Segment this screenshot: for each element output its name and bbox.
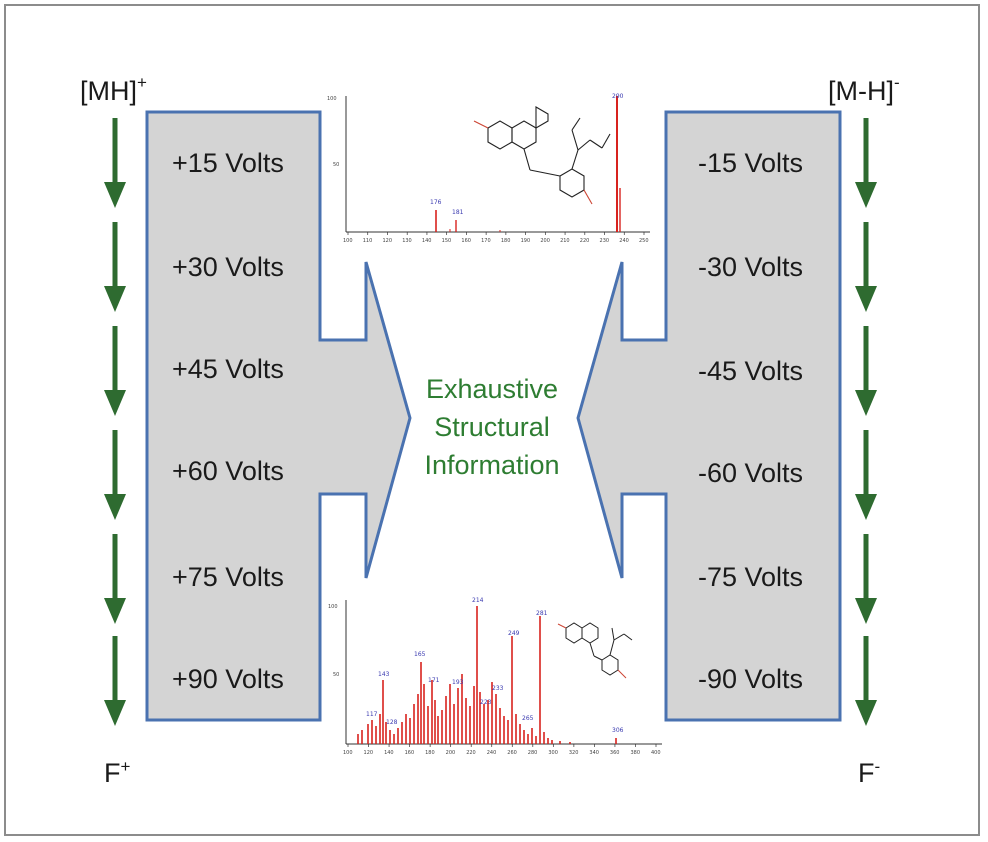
left-voltage-4: +60 Volts [172,456,284,486]
top-spectrum-peaks [435,96,621,232]
bottom-peak-label-128: 128 [386,719,398,726]
bottom-x-tick-label: 380 [630,750,640,756]
right-header: [M-H]- [828,73,900,106]
bottom-x-tick-label: 140 [384,750,394,756]
left-arrow-down-icon [104,118,126,208]
bottom-x-tick-label: 300 [548,750,558,756]
left-header: [MH]+ [80,73,147,106]
right-arrow-down-icon [855,326,877,416]
bottom-peak-label-306: 306 [612,727,624,734]
left-voltage-1: +15 Volts [172,148,284,178]
top-x-tick-label: 230 [600,238,610,244]
right-voltage-1: -15 Volts [698,148,803,178]
left-arrow-down-icon [104,430,126,520]
bottom-peak-label-223: 223 [480,699,492,706]
bottom-x-tick-label: 280 [528,750,538,756]
bottom-x-tick-label: 360 [610,750,620,756]
left-voltage-3: +45 Volts [172,354,284,384]
left-voltage-2: +30 Volts [172,252,284,282]
right-voltage-panel [576,110,842,722]
bottom-x-tick-label: 400 [651,750,661,756]
right-arrow-down-icon [855,430,877,520]
right-voltage-3: -45 Volts [698,356,803,386]
bottom-peak-label-143: 143 [378,671,390,678]
top-peak-label-176: 176 [430,199,442,206]
top-x-tick-label: 250 [639,238,649,244]
left-voltage-6: +90 Volts [172,664,284,694]
bottom-mass-spectrum: 100 50 100 120 140 160 180 200 220 240 260 280 300… [328,597,662,756]
bottom-x-tick-label: 200 [446,750,456,756]
bottom-peak-label-165: 165 [414,651,426,658]
left-arrow-down-icon [104,534,126,624]
bottom-peak-label-193: 193 [452,679,464,686]
top-x-tick-label: 200 [540,238,550,244]
top-x-tick-label: 170 [481,238,491,244]
top-molecule-structure [473,106,611,205]
center-text-line-1: Exhaustive [426,374,558,404]
center-text-line-3: Information [424,450,559,480]
right-voltage-2: -30 Volts [698,252,803,282]
top-x-tick-label: 240 [619,238,629,244]
right-footer: F- [858,757,880,788]
right-arrow-down-icon [855,118,877,208]
bottom-x-tick-label: 320 [569,750,579,756]
top-x-tick-label: 180 [501,238,511,244]
bottom-x-tick-label: 260 [507,750,517,756]
top-spectrum-x-ticks: 100 110 120 130 140 150 160 170 180 190 200 210 220 2… [343,232,649,244]
top-x-tick-label: 190 [521,238,531,244]
left-voltage-panel [145,110,412,722]
bottom-x-tick-label: 220 [466,750,476,756]
top-peak-label-181: 181 [452,209,464,216]
top-x-tick-label: 140 [422,238,432,244]
right-voltage-4: -60 Volts [698,458,803,488]
top-y-tick-50: 50 [333,162,339,168]
top-x-tick-label: 210 [560,238,570,244]
bottom-x-tick-label: 160 [405,750,415,756]
top-x-tick-label: 100 [343,238,353,244]
top-peak-label-290: 290 [612,93,624,100]
bottom-x-tick-label: 340 [589,750,599,756]
right-arrow-down-icon [855,534,877,624]
left-arrow-down-icon [104,222,126,312]
left-footer: F+ [104,757,131,788]
top-y-tick-100: 100 [327,96,337,102]
bottom-peak-label-171: 171 [428,677,440,684]
bottom-y-tick-50: 50 [333,672,339,678]
bottom-molecule-structure [557,622,633,679]
right-arrow-down-icon [855,636,877,726]
right-arrow-column [855,118,877,726]
left-arrow-column [104,118,126,726]
bottom-x-tick-label: 120 [364,750,374,756]
bottom-x-tick-label: 180 [425,750,435,756]
top-x-tick-label: 150 [442,238,452,244]
bottom-peak-label-265: 265 [522,715,534,722]
figure-frame [4,4,980,836]
top-x-tick-label: 120 [382,238,392,244]
bottom-peak-label-249: 249 [508,630,520,637]
left-arrow-down-icon [104,636,126,726]
right-voltage-6: -90 Volts [698,664,803,694]
left-voltage-5: +75 Volts [172,562,284,592]
bottom-peak-label-233: 233 [492,685,504,692]
bottom-x-tick-label: 240 [487,750,497,756]
top-mass-spectrum: 100 50 100 110 120 130 140 150 160 170 180 190 200… [327,93,650,244]
bottom-peak-label-214: 214 [472,597,484,604]
bottom-peak-label-117: 117 [366,711,378,718]
bottom-spectrum-peaks [357,606,617,744]
top-x-tick-label: 160 [461,238,471,244]
bottom-spectrum-x-ticks: 100 120 140 160 180 200 220 240 260 280 300 320 340 3… [343,744,661,756]
top-x-tick-label: 220 [580,238,590,244]
top-x-tick-label: 110 [363,238,373,244]
bottom-x-tick-label: 100 [343,750,353,756]
center-text-line-2: Structural [434,412,550,442]
left-arrow-down-icon [104,326,126,416]
bottom-peak-label-281: 281 [536,610,548,617]
bottom-y-tick-100: 100 [328,604,338,610]
right-voltage-5: -75 Volts [698,562,803,592]
top-x-tick-label: 130 [402,238,412,244]
right-arrow-down-icon [855,222,877,312]
